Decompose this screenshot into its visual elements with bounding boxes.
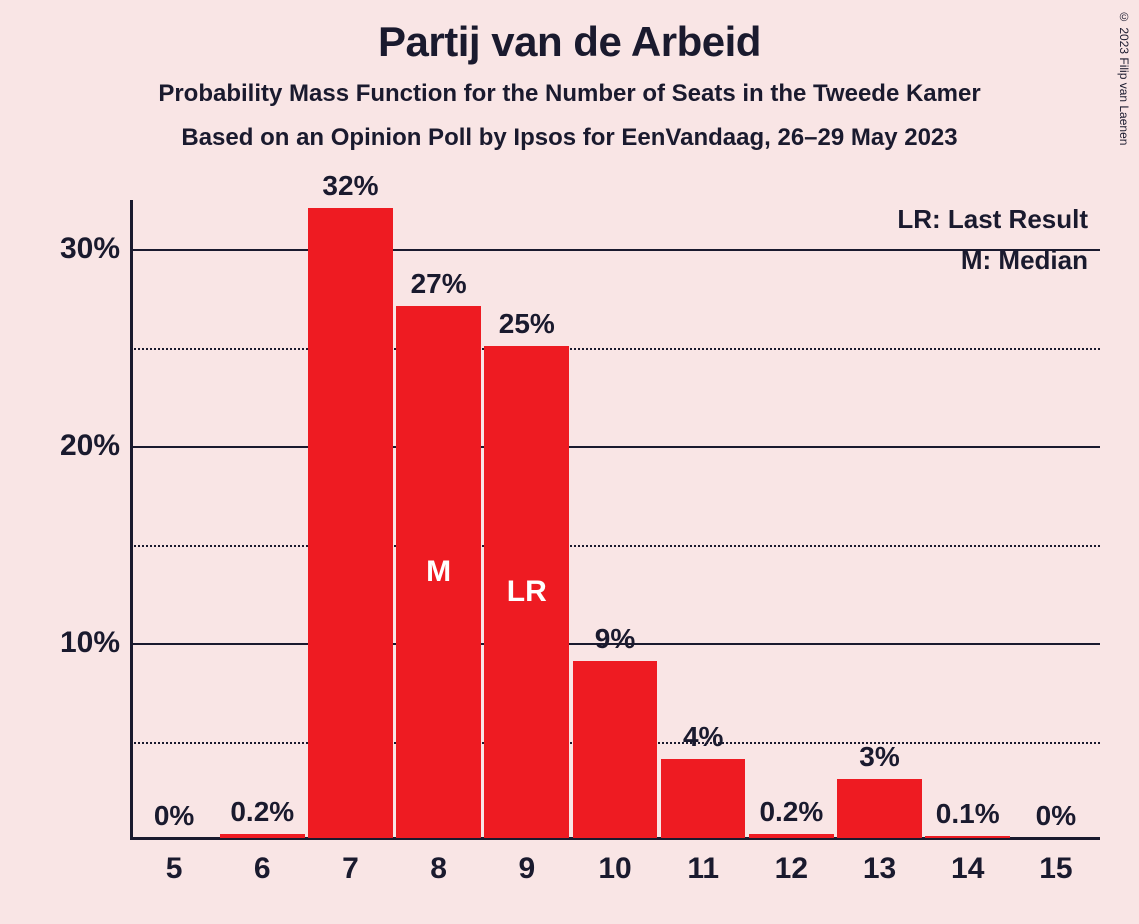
x-tick-label: 7 — [342, 852, 359, 886]
y-tick-label: 30% — [60, 232, 120, 266]
gridline-minor — [130, 545, 1100, 547]
bar — [220, 834, 305, 838]
y-tick-label: 10% — [60, 626, 120, 660]
bar — [925, 836, 1010, 838]
bar — [573, 661, 658, 838]
copyright-text: © 2023 Filip van Laenen — [1117, 10, 1131, 145]
gridline-major — [130, 446, 1100, 448]
x-tick-label: 14 — [951, 852, 984, 886]
bar — [749, 834, 834, 838]
plot-region: 0%0.2%32%M27%LR25%9%4%0.2%3%0.1%0% — [130, 200, 1100, 840]
bar-value-label: 0.1% — [936, 798, 1000, 830]
gridline-minor — [130, 348, 1100, 350]
bar — [661, 759, 746, 838]
x-tick-label: 13 — [863, 852, 896, 886]
bar-value-label: 0.2% — [230, 796, 294, 828]
x-tick-label: 15 — [1039, 852, 1072, 886]
chart-subtitle-2: Based on an Opinion Poll by Ipsos for Ee… — [0, 124, 1139, 152]
bar — [308, 208, 393, 838]
bar — [837, 779, 922, 838]
bar-value-label: 4% — [683, 721, 723, 753]
chart-area: LR: Last Result M: Median 0%0.2%32%M27%L… — [130, 200, 1100, 840]
chart-subtitle: Probability Mass Function for the Number… — [0, 80, 1139, 108]
bar: M — [396, 306, 481, 838]
chart-title: Partij van de Arbeid — [0, 0, 1139, 66]
x-tick-label: 10 — [598, 852, 631, 886]
bar-value-label: 3% — [859, 741, 899, 773]
x-tick-label: 9 — [518, 852, 535, 886]
x-tick-label: 8 — [430, 852, 447, 886]
bar: LR — [484, 346, 569, 838]
gridline-major — [130, 249, 1100, 251]
bar-value-label: 25% — [499, 308, 555, 340]
x-tick-label: 5 — [166, 852, 183, 886]
x-tick-label: 12 — [775, 852, 808, 886]
bar-value-label: 0.2% — [759, 796, 823, 828]
bar-value-label: 0% — [1036, 800, 1076, 832]
y-axis-line — [130, 200, 133, 840]
x-tick-label: 11 — [687, 852, 719, 886]
bar-inner-label: M — [426, 555, 451, 589]
bar-value-label: 32% — [322, 170, 378, 202]
bar-value-label: 27% — [411, 268, 467, 300]
y-tick-label: 20% — [60, 429, 120, 463]
bar-value-label: 9% — [595, 623, 635, 655]
x-tick-label: 6 — [254, 852, 271, 886]
bar-inner-label: LR — [507, 575, 547, 609]
bar-value-label: 0% — [154, 800, 194, 832]
